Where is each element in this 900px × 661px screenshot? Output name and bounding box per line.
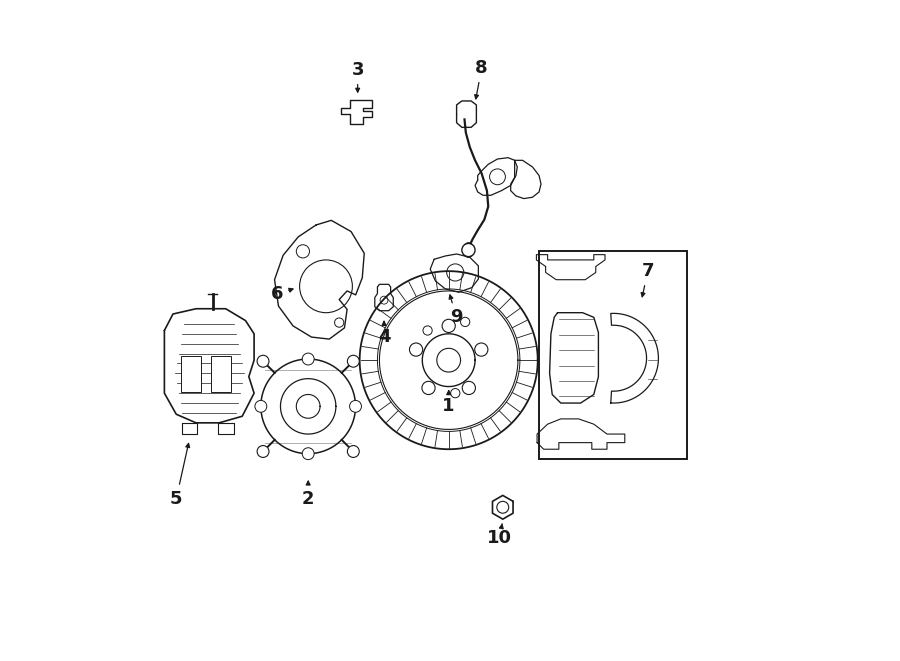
Text: 9: 9: [449, 295, 463, 327]
Text: 6: 6: [271, 285, 293, 303]
Circle shape: [462, 243, 475, 256]
Circle shape: [255, 401, 266, 412]
Circle shape: [302, 353, 314, 365]
Ellipse shape: [464, 243, 473, 257]
Text: 7: 7: [641, 262, 654, 297]
Circle shape: [347, 356, 359, 367]
Text: 4: 4: [378, 321, 391, 346]
Text: 5: 5: [170, 444, 190, 508]
Circle shape: [347, 446, 359, 457]
Circle shape: [349, 401, 362, 412]
Bar: [539, 251, 688, 459]
Circle shape: [257, 356, 269, 367]
Text: 10: 10: [487, 524, 512, 547]
Text: 2: 2: [302, 481, 314, 508]
Bar: [212, 356, 231, 392]
Text: 3: 3: [351, 61, 364, 92]
Bar: [181, 356, 201, 392]
Circle shape: [257, 446, 269, 457]
Circle shape: [302, 447, 314, 459]
Text: 1: 1: [443, 391, 454, 415]
Text: 8: 8: [474, 59, 488, 99]
